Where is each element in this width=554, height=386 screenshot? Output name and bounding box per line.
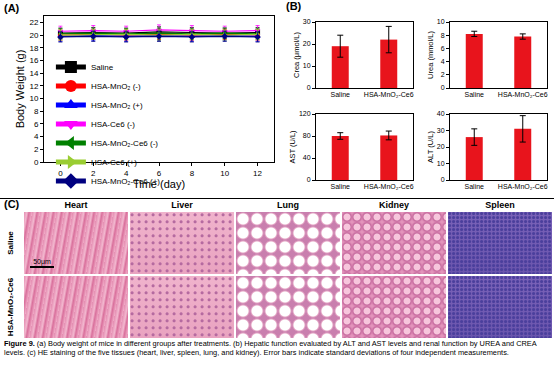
- svg-text:12: 12: [29, 82, 38, 91]
- svg-text:20: 20: [29, 31, 38, 40]
- svg-text:20: 20: [303, 40, 311, 47]
- svg-text:40: 40: [437, 110, 445, 117]
- svg-text:HSA-MnO₂-Ce6 (-): HSA-MnO₂-Ce6 (-): [91, 139, 158, 148]
- svg-text:Time (day): Time (day): [133, 178, 185, 190]
- svg-text:0: 0: [441, 176, 445, 183]
- svg-text:HSA-MnO₂ (+): HSA-MnO₂ (+): [91, 101, 143, 110]
- svg-text:18: 18: [29, 44, 38, 53]
- svg-text:2: 2: [34, 145, 39, 154]
- svg-text:30: 30: [437, 127, 445, 134]
- svg-text:2: 2: [91, 168, 96, 178]
- html-text:Lung: Lung: [277, 200, 299, 210]
- svg-text:HSA-MnO₂-Ce6: HSA-MnO₂-Ce6: [498, 183, 548, 190]
- svg-text:22: 22: [29, 18, 38, 27]
- svg-text:4: 4: [34, 132, 39, 141]
- svg-text:120: 120: [299, 110, 311, 117]
- svg-text:6: 6: [34, 120, 39, 129]
- svg-text:4: 4: [441, 58, 445, 65]
- svg-text:HSA-MnO₂ (-): HSA-MnO₂ (-): [91, 82, 141, 91]
- svg-text:HSA-MnO₂-Ce6: HSA-MnO₂-Ce6: [364, 183, 414, 190]
- svg-text:0: 0: [58, 169, 63, 178]
- html-text:Spleen: Spleen: [485, 200, 515, 210]
- html-text:Saline: Saline: [6, 231, 15, 255]
- svg-text:0: 0: [34, 158, 39, 167]
- svg-text:12: 12: [253, 169, 262, 178]
- svg-text:10: 10: [437, 18, 445, 25]
- svg-text:10: 10: [437, 160, 445, 167]
- svg-text:HSA-MnO₂-Ce6 (+): HSA-MnO₂-Ce6 (+): [91, 177, 160, 186]
- svg-text:Saline: Saline: [331, 91, 351, 98]
- svg-text:HSA-MnO₂-Ce6: HSA-MnO₂-Ce6: [498, 91, 548, 98]
- svg-text:40: 40: [303, 154, 311, 161]
- svg-text:ALT (U/L): ALT (U/L): [426, 131, 435, 163]
- svg-text:HSA-Ce6 (+): HSA-Ce6 (+): [91, 158, 137, 167]
- svg-text:8: 8: [190, 169, 195, 178]
- svg-text:0: 0: [307, 84, 311, 91]
- svg-text:10: 10: [220, 169, 229, 178]
- html-text:Kidney: Kidney: [379, 200, 409, 210]
- svg-text:30: 30: [303, 18, 311, 25]
- svg-text:0: 0: [307, 176, 311, 183]
- svg-text:Saline: Saline: [91, 63, 114, 72]
- html-text:HSA-MnO₂-Ce6: HSA-MnO₂-Ce6: [6, 277, 15, 337]
- svg-text:8: 8: [441, 32, 445, 39]
- html-text:Heart: Heart: [64, 200, 88, 210]
- svg-text:20: 20: [437, 143, 445, 150]
- html-text:Liver: Liver: [171, 200, 193, 210]
- svg-text:Body Weight (g): Body Weight (g): [14, 50, 26, 129]
- html-text:(B): (B): [286, 0, 302, 12]
- svg-text:HSA-MnO₂-Ce6: HSA-MnO₂-Ce6: [364, 91, 414, 98]
- svg-text:Saline: Saline: [331, 183, 351, 190]
- svg-text:2: 2: [441, 71, 445, 78]
- svg-text:10: 10: [29, 94, 38, 103]
- svg-text:AST (U/L): AST (U/L): [288, 130, 297, 164]
- svg-text:0: 0: [441, 84, 445, 91]
- svg-text:14: 14: [29, 69, 38, 78]
- html-text:(A): (A): [4, 2, 20, 14]
- svg-text:6: 6: [441, 45, 445, 52]
- svg-text:Urea (mmol/L): Urea (mmol/L): [426, 31, 435, 79]
- svg-text:Crea (μmol/L): Crea (μmol/L): [292, 32, 301, 78]
- svg-text:10: 10: [303, 62, 311, 69]
- html-text:(C): (C): [4, 198, 20, 210]
- html-text:Figure 9. (a) Body weight of m: Figure 9. (a) Body weight of mice in dif…: [4, 339, 537, 358]
- svg-text:4: 4: [123, 168, 129, 178]
- svg-text:80: 80: [303, 132, 311, 139]
- svg-text:16: 16: [29, 56, 38, 65]
- svg-text:8: 8: [34, 107, 39, 116]
- html-text:50μm: 50μm: [33, 258, 51, 265]
- svg-text:6: 6: [156, 168, 162, 178]
- svg-text:Saline: Saline: [465, 183, 485, 190]
- svg-text:Saline: Saline: [465, 91, 485, 98]
- svg-text:HSA-Ce6 (-): HSA-Ce6 (-): [91, 120, 135, 129]
